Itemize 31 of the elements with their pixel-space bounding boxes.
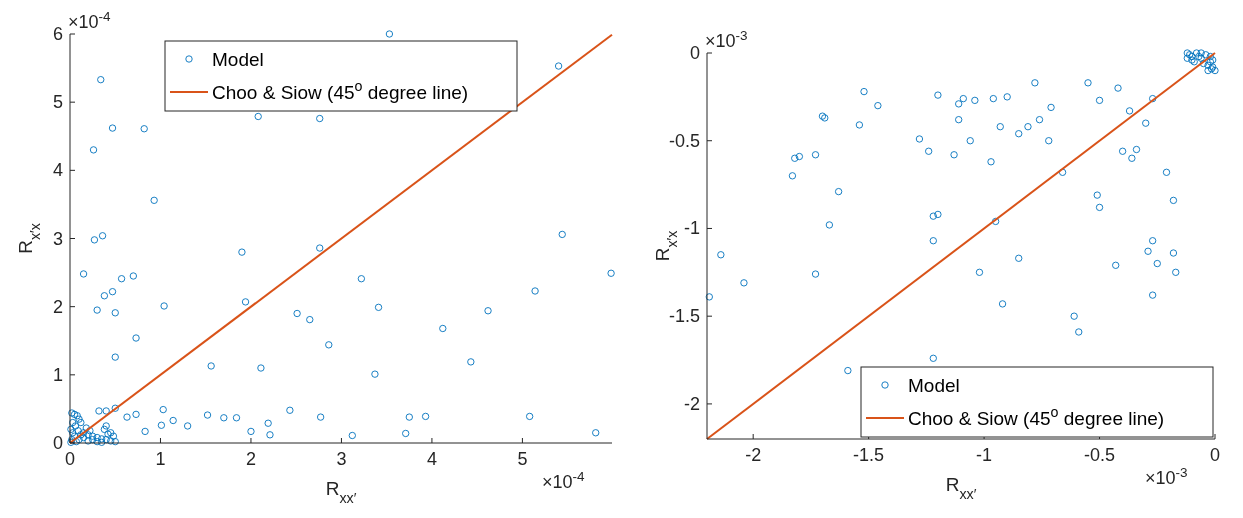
y-tick-label: 3 [52, 228, 63, 249]
x-tick-label: -2 [745, 445, 762, 465]
y-tick-label: 6 [52, 24, 63, 44]
y-tick-label: -1 [683, 218, 700, 239]
y-tick-label: 4 [52, 160, 63, 181]
x-tick-label: 3 [336, 449, 347, 469]
legend-label: Model [212, 49, 264, 70]
legend-label: Choo & Siow (45$^{o}$ degree line) [908, 404, 1165, 429]
text: ×10$^{-4}$ [68, 8, 112, 32]
x-tick-label: 0 [1209, 445, 1221, 465]
text: ×10$^{-3}$ [1145, 464, 1188, 488]
y-tick-label: 0 [689, 43, 700, 63]
y-tick-label: -0.5 [668, 130, 700, 151]
y-tick-label: 5 [52, 92, 63, 113]
x-tick-label: 4 [426, 449, 437, 469]
legend-label: Model [908, 375, 960, 396]
y-tick-label: 2 [52, 296, 63, 317]
x-tick-label: 1 [155, 449, 166, 469]
text: ×10$^{-3}$ [705, 27, 748, 51]
x-tick-label: 2 [245, 449, 256, 469]
x-tick-label: -1.5 [853, 445, 885, 465]
x-tick-label: -0.5 [1084, 445, 1116, 465]
x-tick-label: -1 [976, 445, 993, 465]
y-tick-label: 1 [52, 364, 63, 385]
text: ×10$^{-4}$ [542, 468, 586, 492]
x-axis-title: R$_{xx′}$ [325, 478, 357, 506]
x-axis-title: R$_{xx′}$ [945, 474, 977, 502]
y-tick-label: -1.5 [668, 306, 700, 327]
y-tick-label: -2 [683, 393, 700, 414]
x-tick-label: 5 [517, 449, 528, 469]
legend-label: Choo & Siow (45$^{o}$ degree line) [212, 78, 469, 103]
